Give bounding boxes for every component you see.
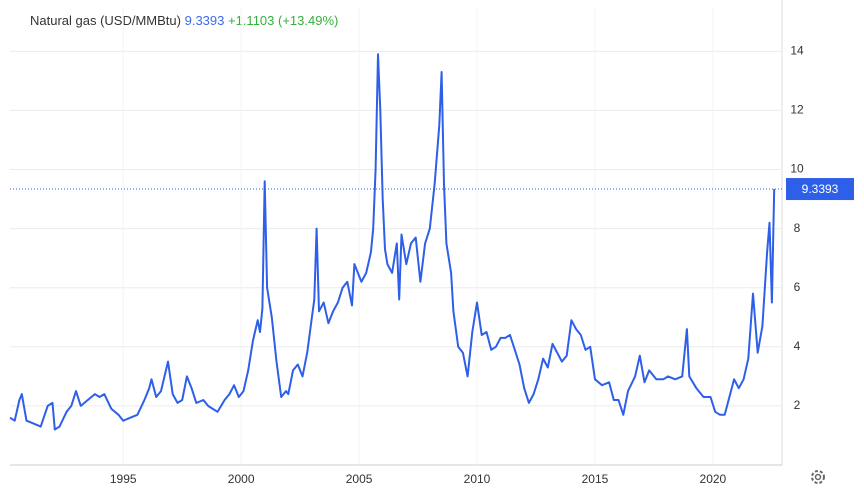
- change-pct: (+13.49%): [278, 13, 338, 28]
- y-tick-label: 14: [790, 43, 804, 57]
- header: Natural gas (USD/MMBtu) 9.3393 +1.1103 (…: [30, 13, 338, 28]
- y-tick-label: 2: [794, 398, 801, 412]
- x-tick-label: 1995: [110, 472, 137, 486]
- price: 9.3393: [185, 13, 225, 28]
- settings-gear[interactable]: [811, 470, 825, 484]
- price-badge-label: 9.3393: [802, 182, 839, 196]
- plot: [10, 0, 783, 466]
- line: [9, 53, 776, 431]
- y-tick-label: 4: [794, 339, 801, 353]
- y-tick-label: 8: [794, 221, 801, 235]
- x-tick-label: 2015: [582, 472, 609, 486]
- change: +1.1103: [228, 13, 274, 28]
- y-tick-label: 6: [794, 280, 801, 294]
- x-tick-label: 2000: [228, 472, 255, 486]
- chart-title: Natural gas (USD/MMBtu): [30, 13, 181, 28]
- x-tick-label: 2005: [346, 472, 373, 486]
- y-tick-label: 12: [790, 103, 804, 117]
- x-tick-label: 2020: [700, 472, 727, 486]
- y-tick-label: 10: [790, 162, 804, 176]
- x-tick-label: 2010: [464, 472, 491, 486]
- price-badge: [786, 178, 854, 201]
